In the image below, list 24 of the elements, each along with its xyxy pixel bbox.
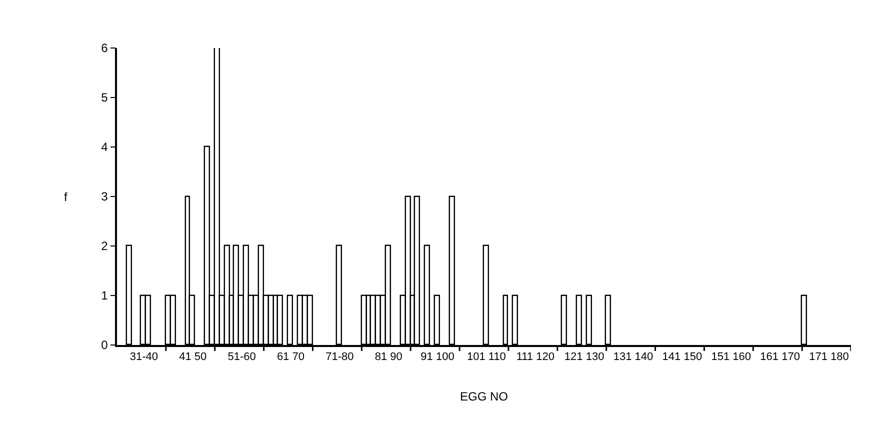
y-tick-label: 4: [101, 140, 108, 154]
y-tick-label: 2: [101, 239, 108, 254]
x-tick-label: 131 140: [613, 351, 654, 364]
x-tick-label: 141 150: [662, 351, 702, 364]
y-tick-label: 5: [101, 90, 108, 105]
x-tick-label: 91 100: [420, 351, 454, 364]
y-tick-label: 0: [101, 338, 108, 352]
x-tick-label: 151 160: [711, 351, 751, 364]
y-axis-title: f: [64, 190, 68, 204]
x-tick-label: 101 110: [466, 351, 506, 364]
x-axis-title: EGG NO: [460, 390, 508, 404]
x-tick-label: 51-60: [228, 351, 256, 364]
x-tick-label: 121 130: [564, 351, 604, 364]
x-tick-label: 81 90: [374, 351, 402, 364]
x-tick-label: 31-40: [130, 351, 158, 364]
x-tick-label: 41 50: [179, 351, 207, 364]
x-tick-label: 171 180: [809, 351, 849, 364]
x-tick-label: 61 70: [276, 351, 304, 364]
x-tick-label: 161 170: [760, 351, 800, 364]
y-tick-label: 3: [101, 190, 108, 204]
x-tick-label: 71-80: [326, 351, 354, 364]
y-tick-label: 1: [101, 288, 108, 303]
y-tick-label: 6: [101, 41, 108, 56]
x-tick-label: 111 120: [516, 351, 554, 364]
